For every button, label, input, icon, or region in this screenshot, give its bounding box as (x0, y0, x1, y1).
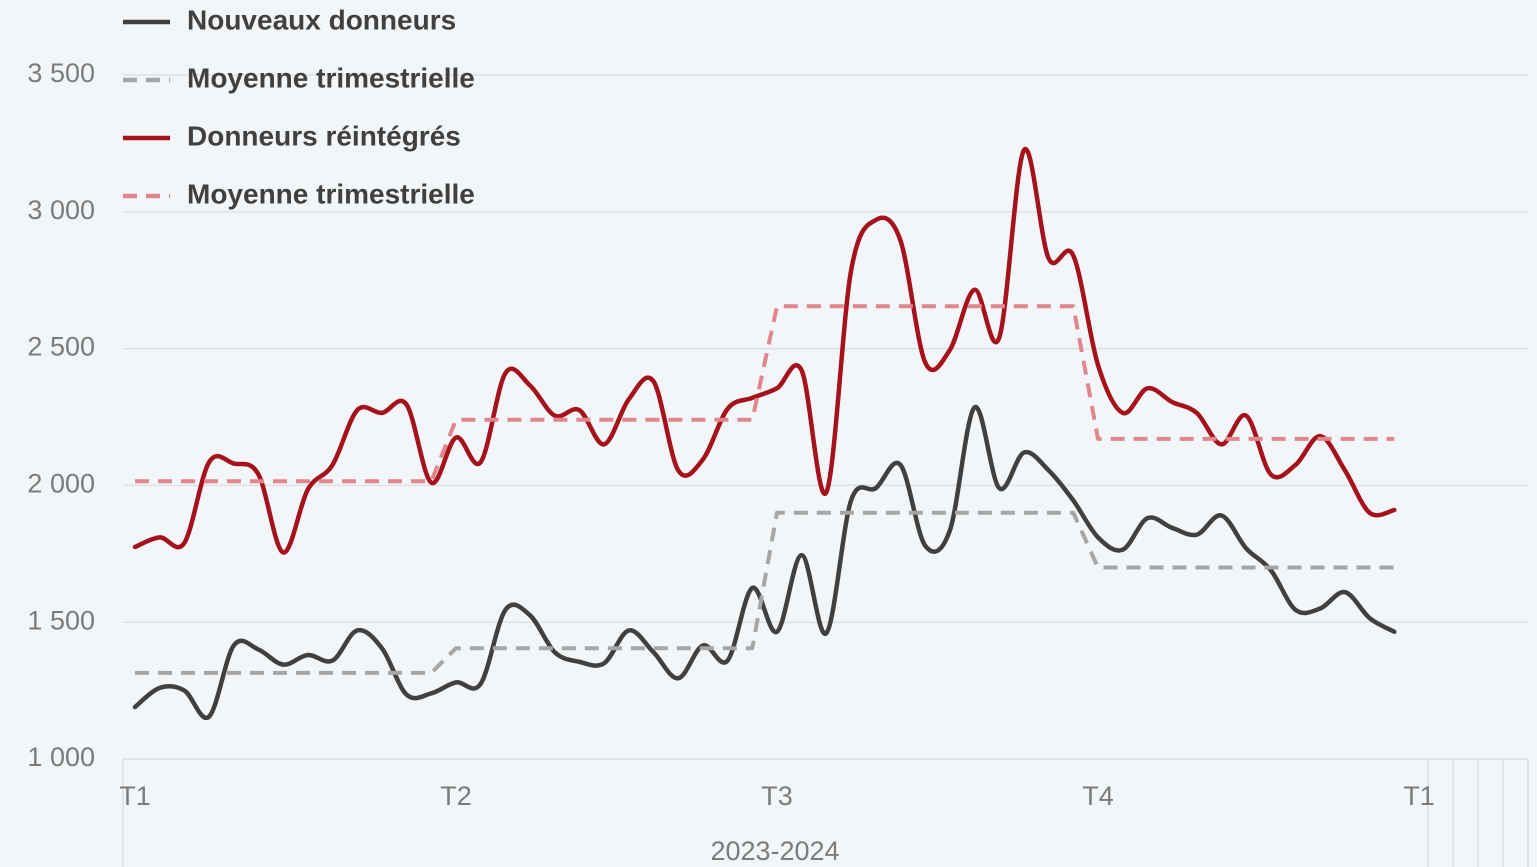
x-tick-label: T1 (1403, 781, 1435, 811)
y-tick-label: 2 500 (27, 332, 95, 362)
x-tick-label: T3 (761, 781, 793, 811)
y-tick-label: 3 500 (27, 58, 95, 88)
series-line (135, 304, 1395, 484)
legend-label: Donneurs réintégrés (187, 120, 461, 151)
series-line (132, 405, 1397, 721)
series-line (132, 147, 1397, 555)
legend-label: Nouveaux donneurs (187, 4, 456, 35)
y-tick-label: 3 000 (27, 195, 95, 225)
x-tick-label: T4 (1082, 781, 1114, 811)
y-tick-label: 1 000 (27, 742, 95, 772)
series-line (135, 510, 1395, 675)
x-group-label: 2023-2024 (710, 836, 839, 866)
legend-label: Moyenne trimestrielle (187, 178, 475, 209)
legend-label: Moyenne trimestrielle (187, 62, 475, 93)
y-tick-label: 2 000 (27, 469, 95, 499)
x-tick-label: T1 (119, 781, 151, 811)
y-tick-label: 1 500 (27, 605, 95, 635)
axis-dividers (122, 759, 1529, 867)
x-tick-label: T2 (440, 781, 472, 811)
